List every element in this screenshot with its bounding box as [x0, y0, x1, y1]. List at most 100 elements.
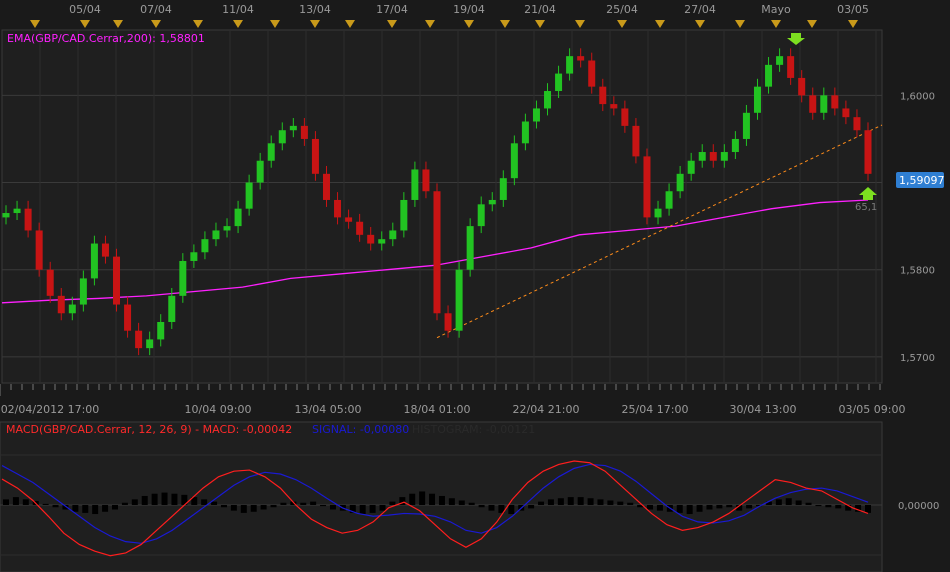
- histogram-bar: [805, 502, 812, 505]
- candle-body: [322, 173, 330, 200]
- candle-body: [2, 213, 10, 218]
- histogram-legend: HISTOGRAM: -0,00121: [412, 423, 535, 436]
- price-tick-label: 1,5700: [900, 353, 935, 364]
- histogram-bar: [62, 505, 69, 510]
- event-marker-icon: [387, 20, 397, 28]
- histogram-bar: [260, 505, 267, 510]
- histogram-bar: [191, 497, 198, 505]
- candle-body: [687, 160, 695, 174]
- sell-arrow-icon: [787, 33, 805, 45]
- histogram-bar: [141, 495, 148, 505]
- price-panel[interactable]: [1, 29, 883, 384]
- histogram-bar: [607, 500, 614, 505]
- histogram-bar: [250, 505, 257, 512]
- candle-body: [422, 169, 430, 192]
- candle-body: [831, 95, 839, 109]
- histogram-bar: [765, 501, 772, 505]
- macd-lines: [1, 460, 869, 557]
- histogram-bar: [419, 491, 426, 505]
- histogram-bar: [865, 505, 871, 513]
- histogram-bar: [290, 501, 297, 505]
- event-marker-icon: [151, 20, 161, 28]
- candle-body: [345, 217, 353, 222]
- candle-body: [665, 191, 673, 209]
- candle-body: [521, 121, 529, 144]
- histogram-bar: [597, 499, 604, 505]
- time-axis-label: 13/04 05:00: [295, 403, 362, 416]
- candle-body: [466, 226, 474, 270]
- top-date-label: 19/04: [453, 3, 485, 16]
- candle-body: [842, 108, 850, 118]
- candle-body: [676, 173, 684, 192]
- top-date-label: Mayo: [761, 3, 791, 16]
- time-axis-label: 03/05 09:00: [839, 403, 906, 416]
- trend-line: [436, 124, 883, 339]
- candle-body: [698, 152, 706, 161]
- histogram-bar: [329, 505, 336, 510]
- time-axis: 02/04/2012 17:00 10/04 09:00 13/04 05:00 18…: [0, 384, 905, 416]
- candle-body: [853, 117, 861, 131]
- histogram-bar: [736, 505, 743, 511]
- candle-body: [798, 77, 806, 96]
- histogram-bar: [775, 499, 782, 505]
- histogram-bar: [92, 505, 99, 515]
- histogram-bar: [726, 505, 733, 508]
- candle-body: [787, 56, 795, 78]
- histogram-bar: [82, 505, 89, 513]
- histogram-bar: [488, 505, 495, 511]
- candle-body: [477, 204, 485, 227]
- histogram-bar: [795, 500, 802, 505]
- signal-line: [1, 463, 869, 544]
- event-marker-icon: [735, 20, 745, 28]
- candle-body: [311, 138, 319, 174]
- histogram-bar: [686, 505, 693, 515]
- candle-body: [599, 86, 607, 105]
- candle-body: [588, 60, 596, 87]
- event-marker-icon: [500, 20, 510, 28]
- price-tick-label: 1,5800: [900, 266, 935, 277]
- candle-body: [577, 56, 585, 61]
- price-grid: [2, 30, 882, 383]
- event-marker-icon: [193, 20, 203, 28]
- histogram-bar: [696, 505, 703, 512]
- histogram-bar: [220, 505, 227, 508]
- candlestick-series: [2, 48, 872, 356]
- histogram-bar: [448, 498, 455, 505]
- histogram-bar: [409, 493, 416, 505]
- candle-body: [289, 125, 297, 131]
- histogram-bar: [538, 501, 545, 505]
- histogram-bar: [161, 492, 168, 505]
- histogram-bar: [379, 505, 386, 511]
- histogram-bar: [587, 498, 594, 505]
- histogram-bar: [557, 498, 564, 505]
- price-annotation: 65,1: [855, 202, 877, 213]
- candle-body: [555, 73, 563, 92]
- histogram-bar: [617, 501, 624, 505]
- histogram-bar: [716, 505, 723, 509]
- buy-arrow-icon: [859, 187, 877, 200]
- candle-body: [135, 330, 143, 349]
- histogram-bar: [429, 493, 436, 505]
- top-date-label: 25/04: [606, 3, 638, 16]
- histogram-bar: [3, 499, 9, 505]
- macd-line: [1, 460, 869, 557]
- top-date-label: 13/04: [299, 3, 331, 16]
- histogram-bar: [181, 494, 188, 505]
- histogram-bar: [201, 499, 208, 505]
- candle-body: [168, 295, 176, 322]
- candle-body: [753, 86, 761, 113]
- time-axis-label: 10/04 09:00: [185, 403, 252, 416]
- event-marker-icon: [270, 20, 280, 28]
- signal-legend: SIGNAL: -0,00080: [312, 423, 409, 436]
- candle-body: [234, 208, 242, 227]
- candle-body: [113, 256, 121, 305]
- histogram-bar: [855, 505, 862, 512]
- histogram-bar: [131, 499, 138, 505]
- histogram-bar: [637, 505, 644, 508]
- trend-line-segment: [436, 124, 883, 339]
- time-axis-label: 25/04 17:00: [622, 403, 689, 416]
- histogram-bar: [756, 505, 763, 507]
- candle-body: [566, 56, 574, 74]
- candle-body: [356, 221, 364, 235]
